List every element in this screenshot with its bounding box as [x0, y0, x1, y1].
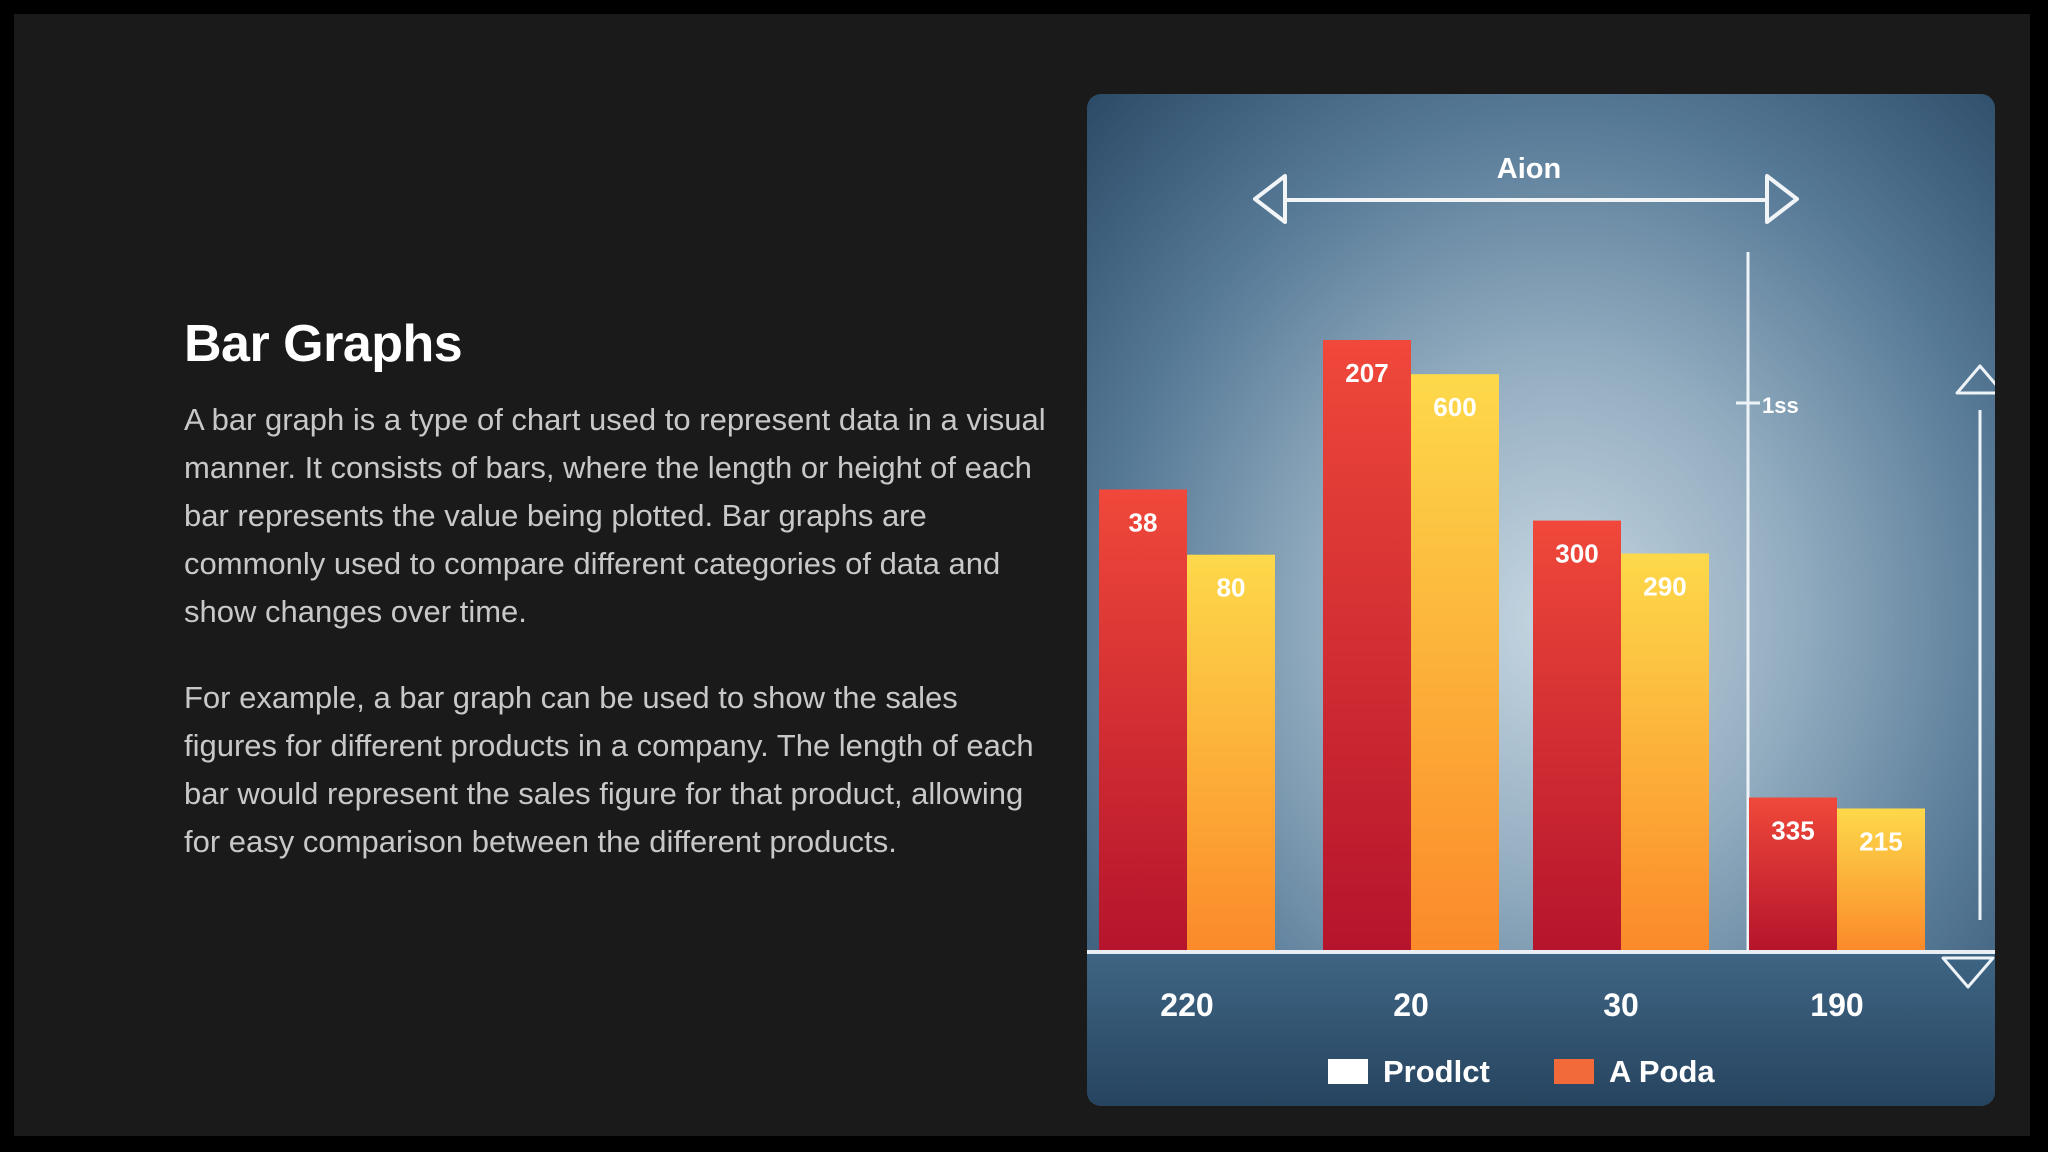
- bar-value-label: 38: [1129, 507, 1158, 537]
- right-vertical-arrow: [1941, 364, 1995, 989]
- vertical-marker: [1736, 252, 1760, 950]
- legend: Prodlct A Poda: [1328, 1054, 1715, 1089]
- bar-yellow: [1621, 553, 1709, 950]
- paragraph-1: A bar graph is a type of chart used to r…: [184, 402, 1046, 629]
- paragraph-2: For example, a bar graph can be used to …: [184, 680, 1034, 859]
- slide: Bar Graphs A bar graph is a type of char…: [14, 14, 2030, 1136]
- slide-title: Bar Graphs: [184, 315, 463, 373]
- legend-swatch-orange: [1554, 1059, 1594, 1084]
- category-label: 30: [1603, 987, 1639, 1023]
- legend-label-2: A Poda: [1609, 1054, 1715, 1089]
- bar-value-label: 215: [1859, 826, 1902, 856]
- bar-value-label: 300: [1555, 539, 1598, 569]
- bar-value-label: 600: [1433, 392, 1476, 422]
- bar-yellow: [1187, 554, 1275, 950]
- legend-swatch-white: [1328, 1059, 1368, 1084]
- bar-value-label: 335: [1771, 816, 1814, 846]
- category-label: 20: [1393, 987, 1429, 1023]
- bar-value-label: 80: [1217, 573, 1246, 603]
- side-label: 1ss: [1762, 393, 1799, 418]
- legend-label-1: Prodlct: [1383, 1054, 1490, 1089]
- bar-yellow: [1837, 808, 1925, 950]
- text-block: Bar Graphs A bar graph is a type of char…: [184, 314, 1054, 904]
- bar-red: [1749, 797, 1837, 950]
- category-labels: 220 20 30 190: [1160, 987, 1863, 1023]
- category-label: 220: [1160, 987, 1213, 1023]
- bar-red: [1323, 340, 1411, 950]
- bar-red: [1099, 489, 1187, 950]
- bar-red: [1533, 520, 1621, 950]
- bar-value-label: 207: [1345, 358, 1388, 388]
- bar-value-label: 290: [1643, 572, 1686, 602]
- baseline: [1087, 950, 1995, 954]
- bar-yellow: [1411, 374, 1499, 950]
- category-label: 190: [1810, 987, 1863, 1023]
- header-label: Aion: [1497, 153, 1561, 185]
- footer-band: [1087, 953, 1995, 1106]
- bar-graph-illustration: Aion 1ss 38 80 207 600 300 290 335 215 220 20 3…: [1087, 94, 1995, 1106]
- bars: 38 80 207 600 300 290 335 215: [1099, 340, 1925, 950]
- header-double-arrow: [1253, 174, 1799, 224]
